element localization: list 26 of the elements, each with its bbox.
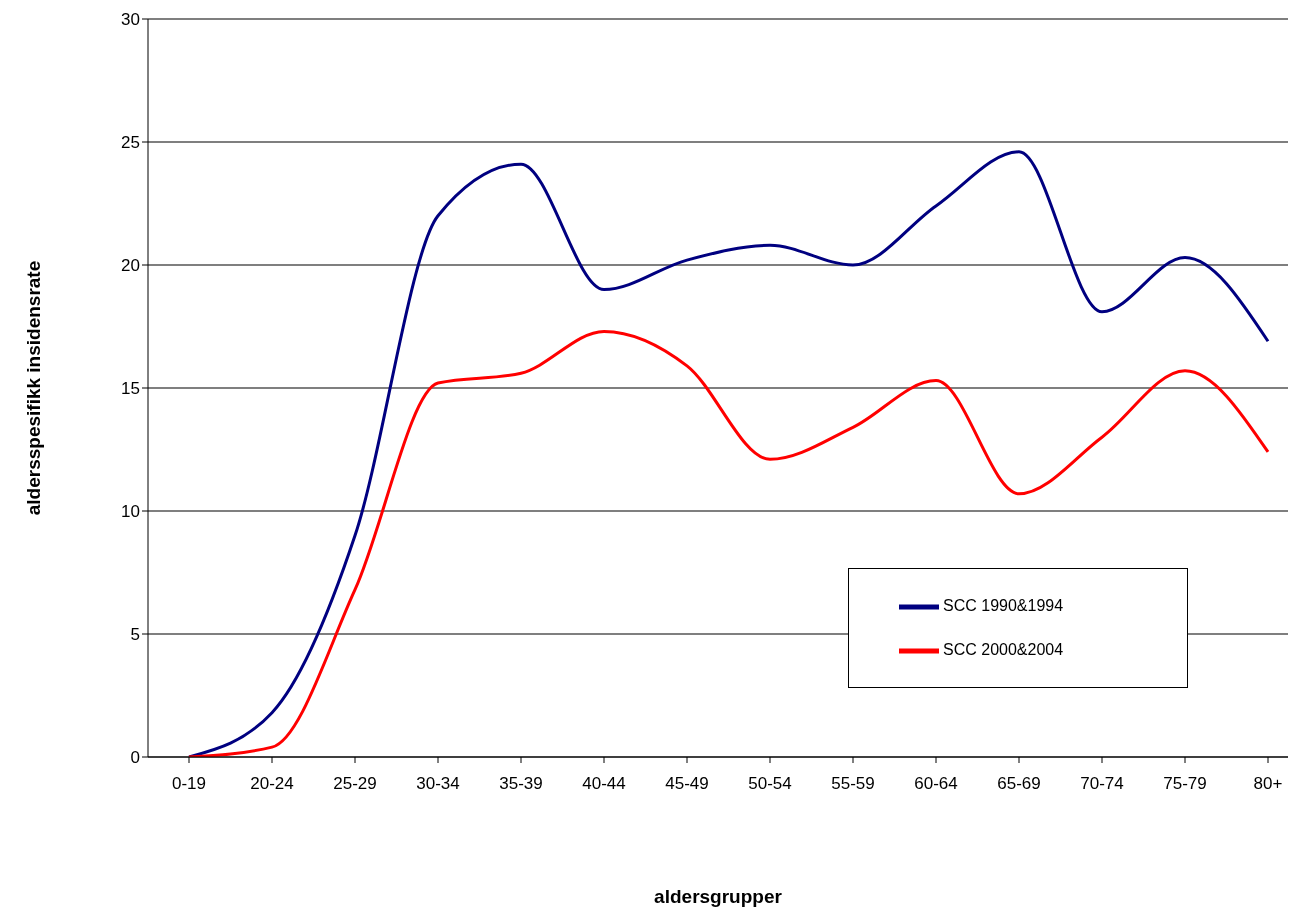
- x-tick-label: 80+: [1253, 774, 1283, 794]
- legend-label: SCC 2000&2004: [943, 641, 1064, 658]
- x-tick-label: 55-59: [831, 774, 875, 794]
- y-tick-label: 10: [121, 502, 140, 522]
- x-tick-label: 60-64: [914, 774, 958, 794]
- x-tick-label: 40-44: [582, 774, 626, 794]
- y-tick-label: 15: [121, 379, 140, 399]
- x-tick-label: 0-19: [171, 774, 207, 794]
- x-tick-label: 50-54: [748, 774, 792, 794]
- x-tick-label: 70-74: [1080, 774, 1124, 794]
- y-tick-label: 5: [130, 625, 140, 645]
- x-tick-label: 65-69: [997, 774, 1041, 794]
- y-tick-label: 0: [130, 748, 140, 768]
- line-series: [187, 329, 1270, 757]
- y-tick-label: 25: [121, 133, 140, 153]
- legend-label: SCC 1990&1994: [943, 597, 1064, 614]
- x-tick-label: 75-79: [1163, 774, 1207, 794]
- x-tick-label: 20-24: [250, 774, 294, 794]
- x-tick-label: 30-34: [416, 774, 460, 794]
- y-axis-title: aldersspesifikk insidensrate: [22, 260, 44, 516]
- x-tick-label: 35-39: [499, 774, 543, 794]
- y-tick-label: 20: [121, 256, 140, 276]
- y-tick-label: 30: [121, 10, 140, 30]
- x-tick-label: 45-49: [665, 774, 709, 794]
- x-axis-title: aldersgrupper: [653, 886, 783, 908]
- x-tick-label: 25-29: [333, 774, 377, 794]
